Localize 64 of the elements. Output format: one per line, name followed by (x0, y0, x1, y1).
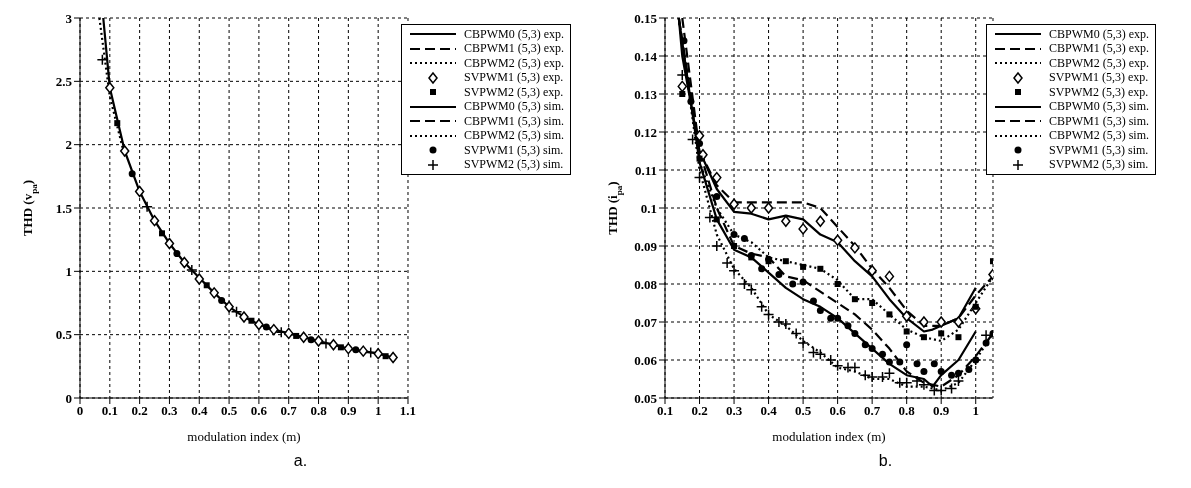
legend-label: SVPWM2 (5,3) sim. (1048, 157, 1149, 173)
y-tick-label: 0.12 (634, 124, 657, 140)
legend-label: SVPWM2 (5,3) exp. (463, 84, 564, 100)
x-axis-title: modulation index (m) (772, 429, 886, 444)
legend-label: CBPWM1 (5,3) exp. (463, 41, 564, 57)
y-tick-label: 0 (65, 390, 72, 406)
y-tick-label: 2 (65, 137, 72, 153)
x-tick-label: 0.9 (340, 403, 357, 419)
y-tick-label: 1 (65, 263, 72, 279)
legend-label: CBPWM0 (5,3) sim. (463, 99, 564, 115)
legend-label: CBPWM0 (5,3) exp. (463, 26, 564, 42)
legend-label: CBPWM0 (5,3) sim. (1048, 99, 1149, 115)
legend-label: CBPWM1 (5,3) sim. (463, 113, 564, 129)
y-tick-label: 0.06 (634, 352, 658, 368)
legend-label: CBPWM2 (5,3) sim. (463, 128, 564, 144)
legend-label: SVPWM1 (5,3) exp. (1048, 70, 1149, 86)
legend-label: CBPWM0 (5,3) exp. (1048, 26, 1149, 42)
x-tick-label: 0.7 (864, 403, 881, 419)
text: b. (877, 452, 894, 470)
legend-label: SVPWM2 (5,3) sim. (463, 157, 564, 173)
x-tick-label: 0.1 (656, 403, 674, 419)
legend-label: SVPWM2 (5,3) exp. (1048, 84, 1149, 100)
x-tick-label: 0.4 (760, 403, 778, 419)
y-tick-label: 0.1 (640, 200, 657, 216)
legend-label: SVPWM1 (5,3) sim. (463, 142, 564, 158)
legend-label: CBPWM1 (5,3) exp. (1048, 41, 1149, 57)
y-tick-label: 0.14 (634, 48, 658, 64)
y-tick-label: 0.11 (634, 162, 657, 178)
y-tick-label: 0.5 (55, 327, 73, 343)
x-tick-label: 0.3 (161, 403, 179, 419)
y-tick-label: 0.13 (634, 86, 658, 102)
y-tick-label: 0.15 (634, 10, 658, 26)
x-tick-label: 0.5 (220, 403, 238, 419)
y-tick-label: 2.5 (55, 73, 73, 89)
x-tick-label: 0 (76, 403, 84, 419)
x-tick-label: 0.5 (794, 403, 812, 419)
x-tick-label: 0.2 (691, 403, 708, 419)
x-tick-label: 1 (374, 403, 382, 419)
x-tick-label: 0.8 (898, 403, 916, 419)
y-tick-label: 0.07 (634, 314, 658, 330)
y-tick-label: 1.5 (55, 200, 73, 216)
text: a. (292, 452, 309, 470)
x-tick-label: 0.3 (725, 403, 743, 419)
legend-label: CBPWM2 (5,3) exp. (463, 55, 564, 71)
legend-label: CBPWM1 (5,3) sim. (1048, 113, 1149, 129)
x-tick-label: 0.4 (191, 403, 208, 419)
x-axis-title: modulation index (m) (187, 429, 301, 444)
x-tick-label: 0.2 (131, 403, 148, 419)
x-tick-label: 0.7 (280, 403, 298, 419)
legend-label: SVPWM1 (5,3) sim. (1048, 142, 1149, 158)
y-tick-label: 0.09 (634, 238, 658, 254)
y-tick-label: 0.08 (634, 276, 658, 292)
x-tick-label: 0.1 (101, 403, 118, 419)
y-tick-label: 3 (65, 10, 73, 26)
x-tick-label: 1 (972, 403, 979, 419)
x-tick-label: 0.6 (250, 403, 268, 419)
x-tick-label: 0.8 (310, 403, 328, 419)
x-tick-label: 0.9 (933, 403, 950, 419)
y-tick-label: 0.05 (634, 390, 658, 406)
x-tick-label: 1.1 (399, 403, 417, 419)
legend-label: SVPWM1 (5,3) exp. (463, 70, 564, 86)
legend-label: CBPWM2 (5,3) sim. (1048, 128, 1149, 144)
x-tick-label: 0.6 (829, 403, 847, 419)
legend-label: CBPWM2 (5,3) exp. (1048, 55, 1149, 71)
